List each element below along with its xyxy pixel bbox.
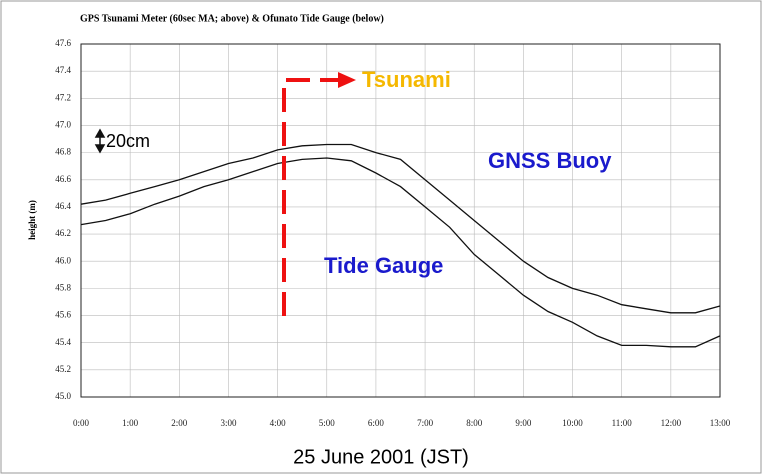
x-tick-label: 10:00 (562, 418, 583, 428)
plot-border (80, 43, 721, 398)
series-line (80, 157, 721, 348)
x-tick-label: 8:00 (466, 418, 483, 428)
tsunami-marker (282, 78, 340, 316)
x-tick-label: 11:00 (612, 418, 633, 428)
x-tick-label: 7:00 (417, 418, 434, 428)
scale-arrow (94, 128, 106, 154)
y-axis-label: height (m) (27, 200, 37, 240)
y-tick-label: 47.4 (55, 65, 71, 75)
x-tick-label: 13:00 (710, 418, 731, 428)
scale-label: 20cm (106, 131, 150, 151)
arrow-head (338, 72, 356, 88)
x-tick-label: 5:00 (319, 418, 336, 428)
x-tick-label: 6:00 (368, 418, 385, 428)
tide-label: Tide Gauge (324, 253, 443, 278)
y-tick-label: 46.6 (55, 174, 71, 184)
y-tick-label: 45.6 (55, 310, 71, 320)
x-tick-label: 12:00 (661, 418, 682, 428)
y-tick-label: 47.6 (55, 38, 71, 48)
y-tick-label: 46.4 (55, 201, 71, 211)
y-tick-label: 45.4 (55, 337, 71, 347)
x-tick-label: 4:00 (270, 418, 287, 428)
chart-title: GPS Tsunami Meter (60sec MA; above) & Of… (80, 13, 384, 24)
y-tick-label: 45.2 (55, 364, 71, 374)
y-tick-label: 46.8 (55, 147, 71, 157)
x-tick-label: 9:00 (515, 418, 532, 428)
y-tick-label: 46.2 (55, 228, 71, 238)
gnss-label: GNSS Buoy (488, 148, 612, 173)
series-line (80, 143, 721, 314)
y-tick-label: 45.8 (55, 282, 71, 292)
y-tick-label: 45.0 (55, 391, 71, 401)
x-tick-label: 1:00 (122, 418, 139, 428)
y-tick-label: 47.0 (55, 120, 71, 130)
x-tick-label: 0:00 (73, 418, 90, 428)
plot: 45.0 45.2 45.4 45.6 45.8 46.0 46.2 46.4 46.6 46.8… (55, 38, 730, 428)
x-axis-label: 25 June 2001 (JST) (293, 446, 469, 468)
x-tick-label: 3:00 (220, 418, 237, 428)
tsunami-label: Tsunami (362, 67, 451, 92)
y-tick-label: 46.0 (55, 255, 71, 265)
y-tick-label: 47.2 (55, 92, 71, 102)
x-tick-label: 2:00 (171, 418, 188, 428)
